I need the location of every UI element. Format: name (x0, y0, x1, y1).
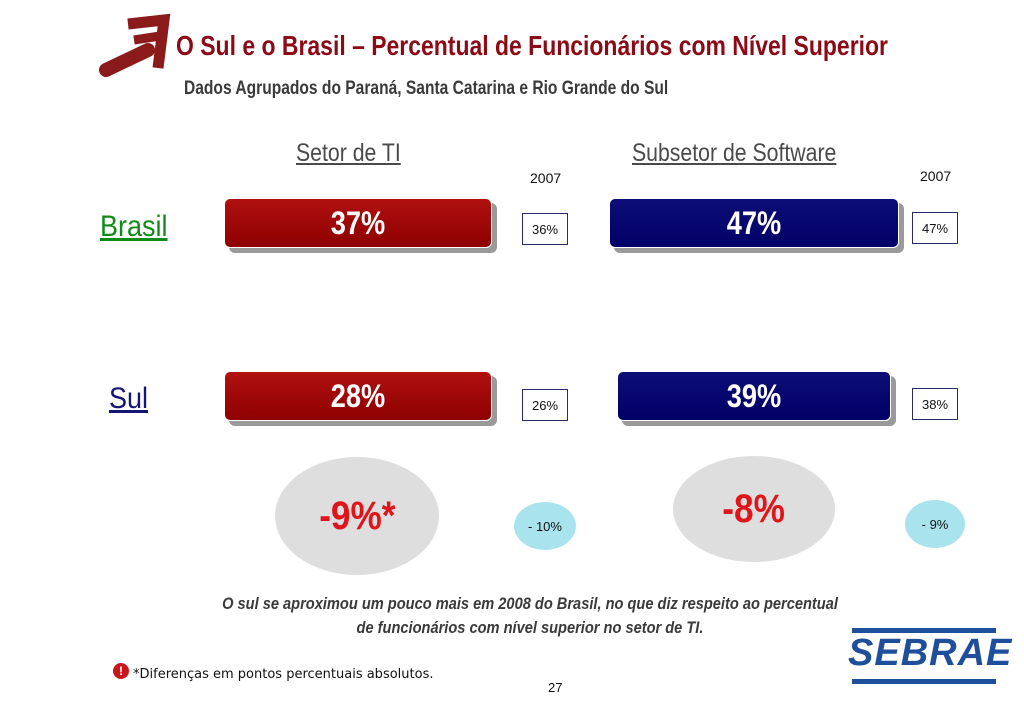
bar-ti-brasil: 37% (224, 198, 492, 248)
difference-value: -8% (722, 486, 786, 531)
page-number: 27 (548, 680, 563, 695)
row-label-brasil: Brasil (100, 210, 168, 243)
warning-icon: ! (113, 663, 129, 679)
value-2007-software-sul: 38% (912, 388, 958, 420)
bar-ti-sul: 28% (224, 371, 492, 421)
value-2007-ti-brasil: 36% (522, 213, 568, 245)
logo-text: SEBRAE (848, 632, 1013, 674)
page-title: O Sul e o Brasil – Percentual de Funcion… (176, 30, 888, 61)
difference-2007-ti: - 10% (514, 502, 576, 550)
bar-value: 47% (726, 204, 782, 241)
footnote: *Diferenças em pontos percentuais absolu… (133, 667, 434, 682)
difference-software: -8% (673, 456, 835, 562)
conclusion-text: O sul se aproximou um pouco mais em 2008… (222, 594, 838, 637)
row-label-sul: Sul (109, 382, 149, 415)
value-2007-software-brasil: 47% (912, 212, 958, 244)
difference-ti: -9%* (275, 457, 439, 575)
bar-value: 37% (330, 204, 386, 241)
column-title-ti: Setor de TI (296, 139, 401, 167)
bar-value: 39% (726, 377, 782, 414)
year-label-software: 2007 (920, 168, 952, 184)
value-2007-ti-sul: 26% (522, 389, 568, 421)
sebrae-logo: SEBRAE (848, 626, 1013, 686)
bar-software-brasil: 47% (609, 198, 899, 248)
bar-software-sul: 39% (617, 371, 891, 421)
page-subtitle: Dados Agrupados do Paraná, Santa Catarin… (184, 78, 669, 99)
year-label-ti: 2007 (530, 170, 562, 186)
difference-value: -9%* (318, 493, 396, 538)
difference-2007-software: - 9% (905, 500, 965, 548)
bar-value: 28% (330, 377, 386, 414)
arrow-icon (99, 13, 171, 77)
column-title-software: Subsetor de Software (632, 139, 837, 167)
